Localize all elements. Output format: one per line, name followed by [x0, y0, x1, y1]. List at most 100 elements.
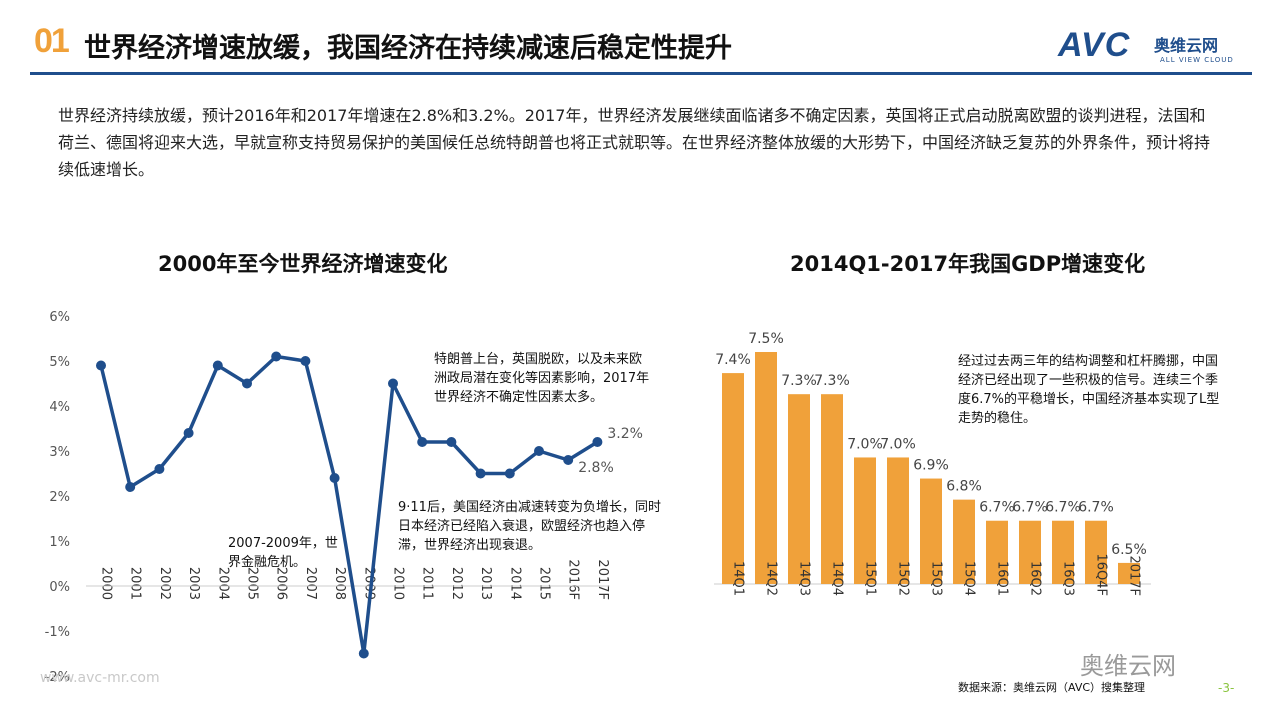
x-tick-label: 2016F: [566, 559, 581, 600]
x-tick-label: 2003: [186, 567, 201, 600]
x-tick-label: 2000: [99, 567, 114, 600]
data-point: [388, 378, 398, 389]
footer-url: www.avc-mr.com: [40, 670, 160, 686]
data-point: [329, 473, 340, 483]
gdp-bar: [1085, 520, 1107, 584]
y-tick-label: 0%: [49, 580, 70, 595]
section-number: 01: [34, 22, 70, 60]
x-tick-label: 2006: [274, 567, 289, 600]
x-tick-label: 2008: [332, 567, 347, 600]
x-tick-label: 2002: [157, 567, 172, 600]
series-line-world-growth: [99, 354, 599, 656]
data-point: [563, 455, 574, 465]
x-tick-label: 14Q1: [731, 561, 746, 596]
annotation-l-shape: 经过过去两三年的结构调整和杠杆腾挪，中国经济已经出现了一些积极的信号。连续三个季…: [958, 354, 1220, 426]
x-tick-label: 16Q1: [995, 561, 1010, 596]
gdp-bar: [1118, 562, 1140, 584]
page-number: -3-: [1218, 681, 1235, 695]
x-tick-label: 2007: [303, 567, 318, 600]
world-growth-line-chart: 6% 5% 4% 3% 2% 1% 0% -1% -2% 2000 2001 2002 2003 200…: [45, 310, 643, 685]
logo-name-cn: 奥维云网: [1154, 36, 1219, 55]
annotation-trump-brexit: 特朗普上台，英国脱欧，以及未来欧洲政局潜在变化等因素影响，2017年世界经济不确…: [434, 352, 650, 405]
bar-value-label: 6.7%: [979, 500, 1015, 516]
gdp-bar: [854, 457, 876, 584]
x-tick-label: 2015: [537, 567, 552, 600]
bar-value-label: 6.7%: [1045, 500, 1081, 516]
bar-value-label: 7.3%: [814, 373, 850, 389]
annotation-financial-crisis: 2007-2009年，世界金融危机。: [228, 536, 338, 570]
bar-value-label: 6.7%: [1012, 500, 1048, 516]
bar-value-label: 7.0%: [847, 436, 883, 452]
x-tick-label: 15Q4: [962, 561, 977, 596]
y-tick-label: 3%: [49, 445, 70, 460]
x-tick-label: 14Q2: [764, 561, 779, 596]
logo-avc-text: AVC: [1058, 26, 1131, 64]
gdp-bar: [953, 499, 975, 584]
x-tick-label: 16Q4F: [1094, 553, 1109, 596]
gdp-bar: [1019, 520, 1041, 584]
y-tick-label: 5%: [49, 355, 70, 370]
data-point: [358, 648, 369, 659]
data-source: 数据来源：奥维云网（AVC）搜集整理: [958, 681, 1146, 694]
bar-value-label: 6.7%: [1078, 500, 1114, 516]
gdp-bar: [920, 478, 942, 584]
y-tick-label: -1%: [45, 625, 70, 640]
data-point: [504, 468, 515, 479]
y-tick-label: 2%: [49, 490, 70, 505]
data-point: [212, 360, 223, 371]
x-tick-label: 16Q3: [1061, 561, 1076, 596]
data-label: 3.2%: [607, 426, 643, 442]
data-point: [475, 468, 486, 479]
intro-paragraph: 世界经济持续放缓，预计2016年和2017年增速在2.8%和3.2%。2017年…: [58, 106, 1211, 179]
data-point: [417, 437, 428, 447]
x-tick-label: 2012: [449, 567, 464, 600]
bar-value-label: 6.5%: [1111, 542, 1147, 558]
bar-value-label: 7.0%: [880, 436, 916, 452]
x-tick-label: 2005: [245, 567, 260, 600]
gdp-bar: [887, 457, 909, 584]
data-point: [96, 360, 106, 371]
data-point: [183, 428, 194, 438]
data-point: [534, 446, 544, 456]
data-point: [154, 464, 165, 474]
bar-value-label: 7.5%: [748, 331, 784, 347]
gdp-bar: [986, 520, 1008, 584]
line-chart-title: 2000年至今世界经济增速变化: [158, 252, 448, 276]
x-tick-label: 14Q4: [830, 561, 845, 596]
china-gdp-bar-chart: 7.4%7.5%7.3%7.3%7.0%7.0%6.9%6.8%6.7%6.7%…: [714, 331, 1151, 596]
x-tick-label: 2011: [420, 567, 435, 600]
bar-value-label: 7.4%: [715, 352, 751, 368]
gdp-bar: [1052, 520, 1074, 584]
gdp-bar: [821, 394, 843, 584]
page-title: 世界经济增速放缓，我国经济在持续减速后稳定性提升: [84, 33, 732, 64]
x-tick-label: 2001: [128, 567, 143, 600]
data-point: [592, 437, 603, 447]
gdp-bar: [788, 394, 810, 584]
y-tick-label: 6%: [49, 310, 70, 325]
x-tick-label: 2017F: [1127, 555, 1142, 596]
header-divider: [30, 72, 1252, 75]
logo-name-en: ALL VIEW CLOUD: [1160, 56, 1234, 64]
bar-value-label: 7.3%: [781, 373, 817, 389]
data-point: [271, 351, 282, 362]
x-tick-label: 2014: [507, 567, 522, 600]
bar-value-label: 6.9%: [913, 458, 949, 474]
brand-logo: AVC 奥维云网 ALL VIEW CLOUD: [1058, 26, 1258, 70]
y-tick-label: 4%: [49, 400, 70, 415]
x-tick-label: 16Q2: [1028, 561, 1043, 596]
bar-chart-title: 2014Q1-2017年我国GDP增速变化: [790, 252, 1146, 276]
y-tick-label: 1%: [49, 535, 70, 550]
x-tick-label: 2017F: [595, 559, 610, 600]
annotation-911: 9·11后，美国经济由减速转变为负增长，同时日本经济已经陷入衰退，欧盟经济也趋入…: [398, 500, 661, 553]
x-tick-label: 15Q3: [929, 561, 944, 596]
x-tick-label: 2013: [478, 567, 493, 600]
x-tick-label: 2004: [215, 567, 230, 600]
x-tick-label: 14Q3: [797, 561, 812, 596]
y-tick-label: -2%: [45, 670, 70, 685]
wechat-watermark: 奥维云网: [1080, 652, 1176, 680]
data-label: 2.8%: [578, 460, 614, 476]
data-point: [300, 356, 311, 366]
x-tick-label: 15Q1: [863, 561, 878, 596]
data-point: [242, 378, 252, 389]
gdp-bar: [755, 352, 777, 584]
